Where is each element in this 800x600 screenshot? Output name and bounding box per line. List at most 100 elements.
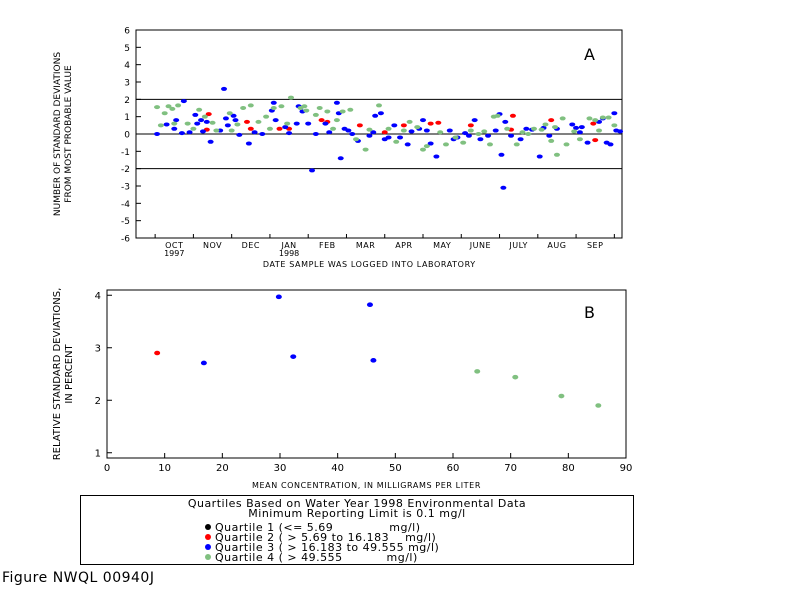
legend-dot-quartile-3 [205,544,211,550]
panel-b-xtick-label: 0 [104,463,110,474]
panel-a-ytick-label: -2 [121,165,130,175]
panel-a-point [381,130,388,135]
panel-b-xtick-label: 50 [389,463,402,474]
panel-a-point [333,100,340,105]
panel-a-point [481,129,488,134]
panel-a-point [213,128,220,133]
panel-a-point [349,132,356,136]
panel-b-ytick-label: 4 [95,291,101,302]
panel-a-point [270,100,277,105]
panel-a-point [370,130,377,135]
panel-a-point [552,125,559,130]
panel-a-point [546,133,553,138]
panel-a-point [509,113,516,118]
panel-a-point [178,131,185,136]
panel-a-point [559,116,566,121]
panel-a-point [293,121,300,126]
panel-a-point [347,107,354,112]
panel-a-point [391,123,398,128]
panel-a-point [305,121,312,126]
panel-a-point [504,126,511,131]
panel-a-point [576,130,583,135]
legend-item-quartile-1: Quartile 1 (<= 5.69 mg/l) [205,522,421,534]
panel-a-ytick-label: 1 [124,113,130,123]
panel-a-point [596,128,603,133]
panel-a-point [163,122,170,127]
panel-a-point [372,113,379,118]
panel-b-xtick-label: 40 [331,463,344,474]
panel-a-point [508,133,515,138]
panel-b-ytick-label: 3 [95,343,101,354]
panel-a-point [312,132,319,136]
panel-a-point [209,120,216,125]
panel-a-point [517,137,524,142]
panel-a-point [519,130,526,135]
panel-a-point [569,122,576,127]
panel-a-point [465,133,472,138]
panel-a-point [339,109,346,114]
panel-a-point [446,128,453,133]
panel-a-point [494,113,501,118]
legend-item-quartile-2: Quartile 2 ( > 5.69 to 16.183 mg/l) [205,532,436,544]
panel-a-point [165,104,172,109]
panel-a-point [316,106,323,110]
panel-a-point [245,141,252,146]
panel-b-frame [106,289,627,459]
panel-a-point [205,112,212,117]
panel-b-point [275,294,282,300]
panel-a-point [333,118,340,123]
figure-caption: Figure NWQL 00940J [2,570,155,586]
legend-title-line2: Minimum Reporting Limit is 0.1 mg/l [248,507,466,520]
panel-a-point [276,126,283,131]
panel-a-point [194,121,201,126]
panel-a-point [423,144,430,149]
panel-b-xtick-label: 70 [504,463,517,474]
panel-a-point [584,140,591,145]
panel-a-point [154,132,161,136]
panel-a-point [366,133,373,138]
panel-a-point [452,135,459,140]
panel-a-point [180,99,187,104]
panel-a-point [536,154,543,159]
panel-a-letter: A [584,45,595,64]
panel-b-y-axis-label: RELATIVE STANDARD DEVIATIONS, IN PERCENT [52,288,75,461]
panel-b-point [366,302,373,308]
panel-b-y-axis-label-line: RELATIVE STANDARD DEVIATIONS, [52,288,63,461]
legend-box: Quartiles Based on Water Year 1998 Envir… [80,495,634,565]
panel-a-month-label: NOV [203,241,222,250]
panel-a-point [157,123,164,128]
panel-a-point [186,130,193,135]
panel-a-point [420,118,427,123]
panel-a-y-axis-label-line: NUMBER OF STANDARD DEVIATIONS [53,52,63,216]
panel-a-ytick-label: 2 [124,96,130,106]
panel-a-point [221,86,228,91]
panel-a-ytick-label: 6 [124,27,130,37]
panel-b-x-axis-label: MEAN CONCENTRATION, IN MILLIGRAMS PER LI… [252,481,481,490]
panel-a-point [234,122,241,127]
panel-a-point [266,126,273,131]
panel-b-xtick-label: 10 [158,463,171,474]
panel-a-point [154,105,161,110]
panel-a-point [226,111,233,116]
panel-a-point [322,121,329,126]
panel-a-point [385,126,392,131]
panel-b-point [370,358,377,363]
panel-a-point [525,132,532,136]
panel-a-point [284,121,291,126]
panel-b-point [512,374,519,380]
panel-a-point [553,152,560,157]
panel-a-point [437,130,444,135]
panel-a-month-label: APR [395,241,412,250]
panel-a-point [467,123,474,128]
panel-a-point [247,103,254,108]
panel-b-point [474,369,481,374]
panel-a-point [243,119,250,124]
panel-a-point [599,115,606,120]
panel-a-ytick-label: 4 [124,61,130,71]
panel-a-point [492,128,499,133]
panel-a-month-label: MAY [433,241,451,250]
panel-a-month-label: DEC [242,241,260,250]
panel-a-point [330,126,337,131]
panel-a-point [196,107,203,112]
panel-a-point [236,132,243,137]
